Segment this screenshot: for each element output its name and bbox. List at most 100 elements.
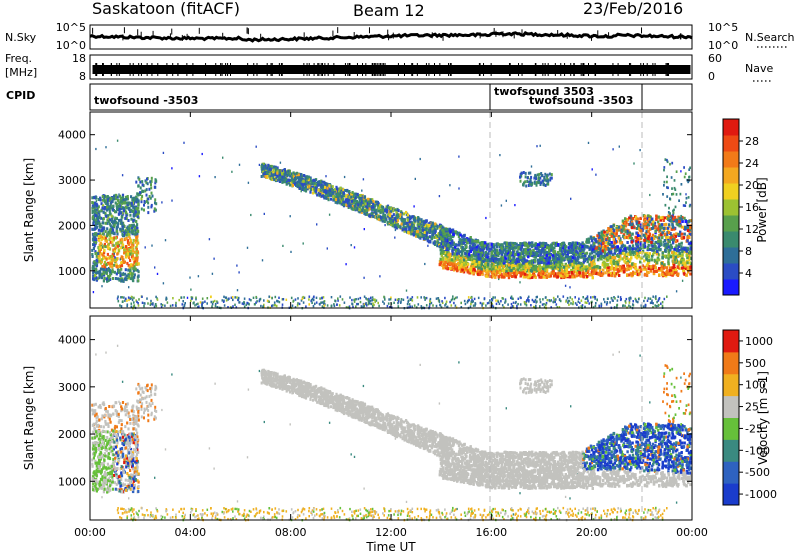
data-cell [231, 170, 233, 173]
data-cell [141, 194, 144, 198]
data-cell [119, 200, 122, 204]
data-cell [147, 211, 150, 215]
data-cell [105, 263, 108, 266]
data-cell [646, 299, 649, 302]
data-cell [379, 211, 382, 215]
data-cell [568, 299, 571, 303]
noise-sky-label: N.Sky [5, 31, 37, 44]
data-cell [510, 302, 513, 306]
data-cell [411, 299, 414, 302]
data-cell [122, 271, 124, 275]
data-cell [438, 195, 441, 198]
data-cell [397, 301, 399, 305]
data-cell [99, 246, 102, 250]
data-cell [110, 220, 114, 224]
data-cell [189, 276, 191, 279]
data-cell [445, 300, 448, 303]
data-cell [576, 303, 578, 306]
data-cell [122, 234, 126, 238]
data-cell [339, 186, 342, 190]
data-cell [505, 199, 507, 202]
data-cell [543, 306, 546, 309]
data-cell [314, 189, 317, 193]
data-cell [637, 297, 640, 301]
data-cell [410, 232, 413, 236]
data-cell [118, 193, 120, 196]
data-cell [525, 300, 528, 304]
data-cell [131, 204, 134, 207]
data-cell [632, 300, 634, 303]
data-cell [116, 257, 119, 261]
data-cell [323, 302, 325, 306]
data-cell [131, 252, 134, 256]
data-cell [114, 256, 116, 259]
data-cell [137, 193, 140, 197]
data-cell [402, 298, 405, 301]
data-cell [134, 231, 138, 235]
data-cell [348, 305, 351, 308]
data-cell [383, 214, 386, 217]
data-cell [103, 263, 106, 267]
data-cell [652, 295, 654, 298]
data-cell [362, 199, 365, 203]
data-cell [101, 253, 104, 257]
data-cell [114, 201, 117, 205]
data-cell [255, 145, 257, 148]
data-cell [363, 195, 366, 199]
data-cell [135, 207, 138, 211]
data-cell [316, 223, 318, 226]
data-cell [124, 277, 127, 281]
data-cell [263, 303, 265, 307]
data-cell [491, 298, 493, 301]
data-cell [337, 299, 339, 302]
data-cell [572, 300, 574, 304]
data-cell [99, 242, 103, 246]
data-cell [106, 227, 109, 231]
data-cell [397, 305, 400, 308]
data-cell [107, 230, 110, 234]
data-cell [164, 239, 167, 242]
data-cell [141, 180, 144, 184]
data-cell [112, 248, 115, 252]
data-cell [93, 242, 96, 246]
data-cell [109, 222, 112, 226]
data-cell [519, 281, 521, 284]
data-cell [434, 241, 437, 244]
data-cell [351, 191, 354, 194]
data-cell [213, 299, 216, 303]
power-scatter [91, 139, 693, 310]
data-cell [227, 298, 229, 301]
data-cell [125, 274, 128, 278]
data-cell [530, 165, 533, 168]
data-cell [94, 235, 97, 239]
data-cell [420, 296, 422, 299]
data-cell [289, 215, 291, 218]
data-cell [336, 201, 339, 205]
data-cell [524, 302, 526, 306]
data-cell [175, 304, 177, 307]
data-cell [375, 299, 378, 302]
data-cell [211, 303, 214, 306]
data-cell [311, 301, 313, 304]
data-cell [97, 259, 100, 263]
data-cell [147, 205, 150, 209]
data-cell [500, 204, 503, 207]
data-cell [595, 302, 597, 305]
data-cell [101, 272, 104, 276]
data-cell [190, 296, 193, 299]
data-cell [136, 257, 139, 261]
data-cell [119, 229, 122, 233]
freq-right-tick-top: 60 [708, 52, 722, 65]
data-cell [124, 211, 128, 214]
data-cell [234, 303, 236, 306]
data-cell [111, 270, 114, 274]
freq-band-fill [92, 65, 691, 74]
data-cell [98, 272, 101, 276]
data-cell [633, 162, 635, 165]
data-cell [95, 262, 98, 266]
data-cell [116, 222, 119, 226]
data-cell [102, 256, 105, 260]
data-cell [649, 193, 651, 197]
data-cell [357, 302, 359, 306]
data-cell [113, 252, 115, 255]
